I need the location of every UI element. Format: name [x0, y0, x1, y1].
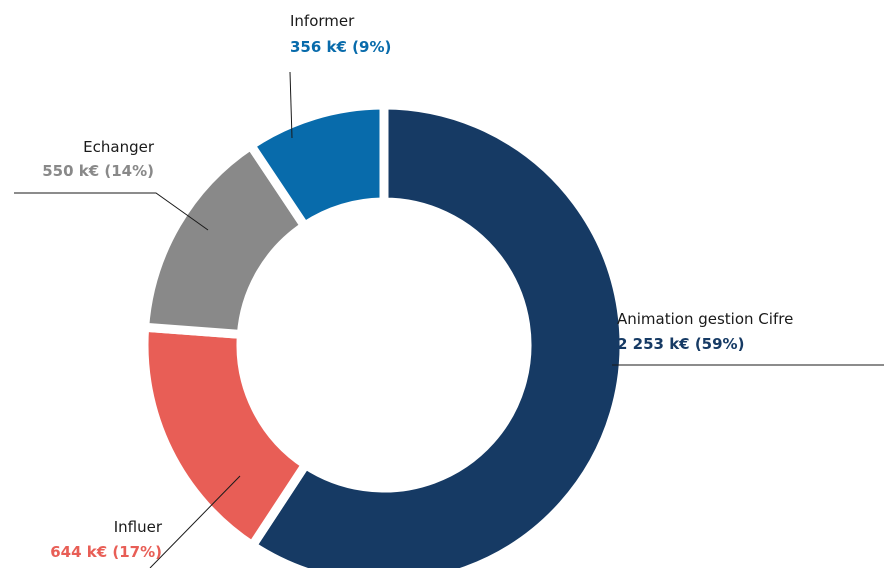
- slices: [139, 100, 629, 568]
- slice-label: Informer: [290, 12, 355, 30]
- leader-line: [149, 475, 241, 568]
- value-label: 2 253 k€ (59%): [617, 335, 744, 353]
- slice-label: Influer: [114, 518, 163, 536]
- slice: [246, 100, 629, 568]
- leader-line: [289, 71, 293, 139]
- leader-line: [14, 192, 209, 231]
- slice-label: Echanger: [83, 138, 155, 156]
- value-label: 644 k€ (17%): [50, 543, 162, 561]
- value-label: 356 k€ (9%): [290, 38, 391, 56]
- slice-label: Animation gestion Cifre: [617, 310, 793, 328]
- slice: [244, 100, 389, 233]
- value-label: 550 k€ (14%): [42, 162, 154, 180]
